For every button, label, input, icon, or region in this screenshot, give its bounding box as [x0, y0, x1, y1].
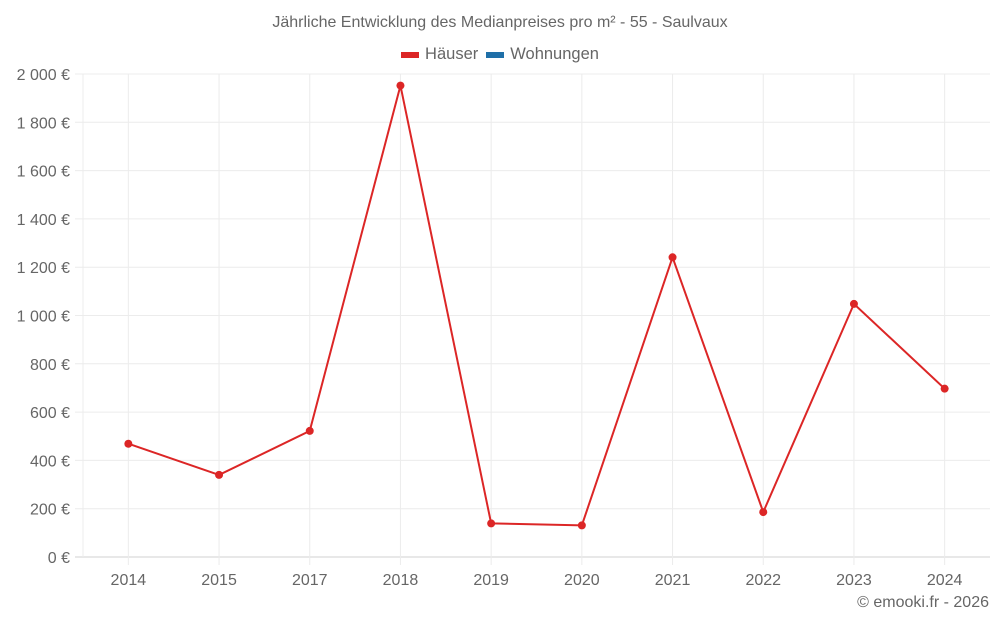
x-tick-label: 2017	[292, 572, 328, 589]
y-tick-label: 1 200 €	[17, 260, 70, 277]
y-tick-label: 1 600 €	[17, 164, 70, 181]
x-tick-label: 2020	[564, 572, 600, 589]
data-point[interactable]	[215, 470, 224, 479]
data-point[interactable]	[849, 299, 858, 308]
chart-title: Jährliche Entwicklung des Medianpreises …	[272, 14, 728, 31]
x-tick-label: 2014	[111, 572, 147, 589]
y-tick-label: 1 800 €	[17, 115, 70, 132]
x-tick-label: 2024	[927, 572, 963, 589]
y-tick-label: 200 €	[30, 502, 70, 519]
legend-item-haeuser[interactable]: Häuser	[401, 45, 478, 64]
legend-label-wohnungen: Wohnungen	[510, 45, 599, 63]
x-tick-label: 2019	[473, 572, 509, 589]
y-tick-label: 2 000 €	[17, 67, 70, 84]
data-point[interactable]	[940, 384, 949, 393]
legend-item-wohnungen[interactable]: Wohnungen	[486, 45, 599, 64]
data-point[interactable]	[124, 439, 133, 448]
legend-label-haeuser: Häuser	[425, 45, 479, 63]
legend-swatch-wohnungen	[486, 51, 505, 58]
data-point[interactable]	[305, 426, 314, 435]
x-tick-label: 2021	[655, 572, 691, 589]
y-tick-label: 1 000 €	[17, 309, 70, 326]
legend: Häuser Wohnungen	[0, 45, 1000, 64]
x-tick-label: 2015	[201, 572, 237, 589]
legend-swatch-haeuser	[401, 51, 420, 58]
x-tick-label: 2022	[745, 572, 781, 589]
data-point[interactable]	[759, 508, 768, 517]
x-axis: 2014 2015 2017 2018 2019 2020 2021 2022 2023 2024	[111, 572, 963, 589]
data-point[interactable]	[668, 253, 677, 262]
y-tick-label: 0 €	[48, 550, 70, 567]
grid-lines	[75, 73, 990, 565]
series-haeuser	[124, 81, 949, 530]
x-tick-label: 2018	[383, 572, 419, 589]
credit-text: © emooki.fr - 2026	[857, 594, 989, 611]
y-tick-label: 800 €	[30, 357, 70, 374]
data-point[interactable]	[577, 521, 586, 530]
y-tick-label: 600 €	[30, 405, 70, 422]
y-tick-label: 400 €	[30, 453, 70, 470]
series-line	[128, 85, 946, 527]
data-point[interactable]	[487, 519, 496, 528]
data-point[interactable]	[396, 81, 405, 90]
y-tick-label: 1 400 €	[17, 212, 70, 229]
y-axis: 0 € 200 € 400 € 600 € 800 € 1 000 € 1 200 € 1 4…	[17, 67, 70, 567]
x-tick-label: 2023	[836, 572, 872, 589]
